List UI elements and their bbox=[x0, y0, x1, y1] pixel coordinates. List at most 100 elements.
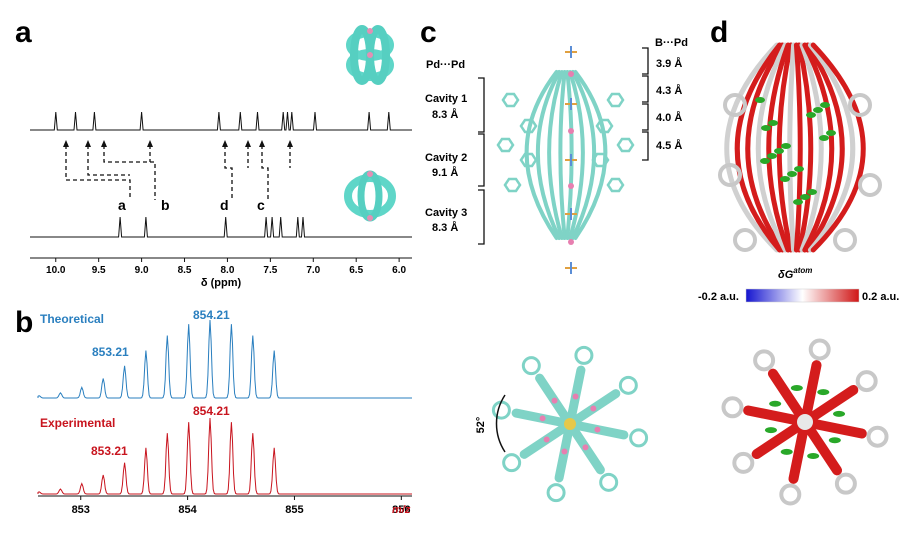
cavity-3-size: 8.3 Å bbox=[432, 221, 458, 234]
peak-label-c: c bbox=[257, 197, 265, 213]
panel-d-letter: d bbox=[710, 16, 728, 49]
pd-atom bbox=[572, 393, 579, 400]
experimental-peak-top-label: 854.21 bbox=[193, 404, 230, 418]
dg-phenyl bbox=[858, 173, 882, 197]
pd-atom bbox=[539, 415, 546, 422]
nmr-bottom-spectrum bbox=[30, 216, 412, 238]
phenyl-ring bbox=[591, 152, 610, 168]
dg-phenyl bbox=[732, 451, 755, 474]
nmr-tick-label: 7.5 bbox=[263, 265, 277, 276]
pd-atom bbox=[582, 444, 589, 451]
dg-spoke bbox=[751, 417, 810, 460]
pd-atom bbox=[590, 405, 597, 412]
dg-green-region bbox=[807, 189, 817, 195]
pd-atom bbox=[551, 397, 558, 404]
scale-title: δGatom bbox=[778, 266, 812, 281]
phenyl-ring bbox=[618, 375, 638, 395]
panel-a-letter: a bbox=[15, 16, 32, 49]
ms-tick-label: 853 bbox=[72, 504, 90, 516]
dg-strut bbox=[787, 42, 797, 253]
nmr-tick-label: 8.5 bbox=[178, 265, 192, 276]
dg-spoke bbox=[788, 417, 810, 484]
angle-label: 52° bbox=[475, 417, 487, 434]
dg-phenyl bbox=[866, 425, 889, 448]
dg-phenyl bbox=[848, 93, 872, 117]
distance-2: 4.3 Å bbox=[656, 84, 682, 97]
dg-phenyl bbox=[718, 163, 742, 187]
cage-top-view-structure bbox=[491, 345, 649, 503]
theoretical-peak-side-label: 853.21 bbox=[92, 345, 129, 359]
dg-spoke bbox=[800, 417, 867, 439]
dg-green-region bbox=[828, 437, 841, 444]
dg-strut bbox=[807, 42, 856, 253]
dg-spoke bbox=[800, 384, 859, 427]
dg-green-region bbox=[807, 453, 820, 460]
dg-map-side-view bbox=[718, 42, 882, 253]
color-scale-bar bbox=[745, 288, 860, 303]
pd-atom bbox=[561, 448, 568, 455]
nmr-tick-label: 6.5 bbox=[349, 265, 363, 276]
distance-4: 4.5 Å bbox=[656, 139, 682, 152]
nmr-tick-label: 10.0 bbox=[46, 265, 66, 276]
dg-map-top-view bbox=[721, 338, 889, 506]
theoretical-label: Theoretical bbox=[40, 312, 104, 326]
nmr-arrowheads bbox=[63, 140, 293, 147]
dg-spoke bbox=[800, 360, 822, 427]
dg-strut bbox=[793, 42, 803, 253]
phenyl-ring bbox=[606, 177, 625, 193]
cage-strut bbox=[524, 70, 559, 240]
ms-tick-label: 856 bbox=[392, 504, 410, 516]
experimental-peak-side-label: 853.21 bbox=[91, 444, 128, 458]
cavity-2-name: Cavity 2 bbox=[425, 152, 467, 164]
dg-strut bbox=[745, 42, 785, 253]
phenyl-ring bbox=[599, 472, 619, 492]
dg-green-region bbox=[755, 97, 765, 103]
catenane-icon bbox=[346, 25, 394, 85]
cage-strut bbox=[570, 70, 597, 240]
cage-strut bbox=[535, 70, 562, 240]
dg-spoke bbox=[800, 417, 843, 476]
dg-green-region bbox=[780, 176, 790, 182]
phenyl-ring bbox=[595, 118, 614, 134]
phenyl-ring bbox=[616, 137, 635, 153]
cage-strut bbox=[568, 70, 585, 240]
cage-strut bbox=[547, 70, 564, 240]
scale-min-label: -0.2 a.u. bbox=[698, 291, 739, 303]
dg-green-region bbox=[769, 400, 782, 407]
dg-phenyl bbox=[834, 472, 857, 495]
dg-green-region bbox=[787, 171, 797, 177]
dg-strut bbox=[766, 42, 791, 253]
dg-green-region bbox=[761, 125, 771, 131]
panel-c-letter: c bbox=[420, 16, 437, 49]
dg-phenyl bbox=[733, 228, 757, 252]
dg-green-region bbox=[764, 427, 777, 434]
dg-green-region bbox=[833, 410, 846, 417]
dg-green-region bbox=[790, 384, 803, 391]
distance-1: 3.9 Å bbox=[656, 57, 682, 70]
dg-phenyl bbox=[753, 349, 776, 372]
experimental-label: Experimental bbox=[40, 416, 115, 430]
phenyl-ring bbox=[503, 177, 522, 193]
nmr-x-axis-label: δ (ppm) bbox=[201, 277, 242, 289]
dg-strut bbox=[799, 42, 824, 253]
pd-pd-label: Pd···Pd bbox=[426, 59, 465, 71]
dg-green-region bbox=[768, 120, 778, 126]
dg-green-region bbox=[781, 143, 791, 149]
nmr-top-spectrum bbox=[30, 111, 412, 131]
dg-green-region bbox=[819, 135, 829, 141]
nmr-tick-label: 9.5 bbox=[92, 265, 106, 276]
phenyl-ring bbox=[606, 92, 625, 108]
peak-label-b: b bbox=[161, 197, 170, 213]
nmr-tick-label: 8.0 bbox=[220, 265, 234, 276]
dg-phenyl bbox=[833, 228, 857, 252]
cage-side-view-structure bbox=[496, 46, 635, 274]
dg-phenyl bbox=[723, 93, 747, 117]
cavity-1-name: Cavity 1 bbox=[425, 93, 467, 105]
phenyl-ring bbox=[521, 356, 541, 376]
panel-b-letter: b bbox=[15, 306, 33, 339]
dg-strut bbox=[796, 42, 814, 253]
dg-center bbox=[797, 414, 813, 430]
ms-x-axis-unit: m/z bbox=[392, 504, 411, 516]
phenyl-ring bbox=[629, 428, 649, 448]
